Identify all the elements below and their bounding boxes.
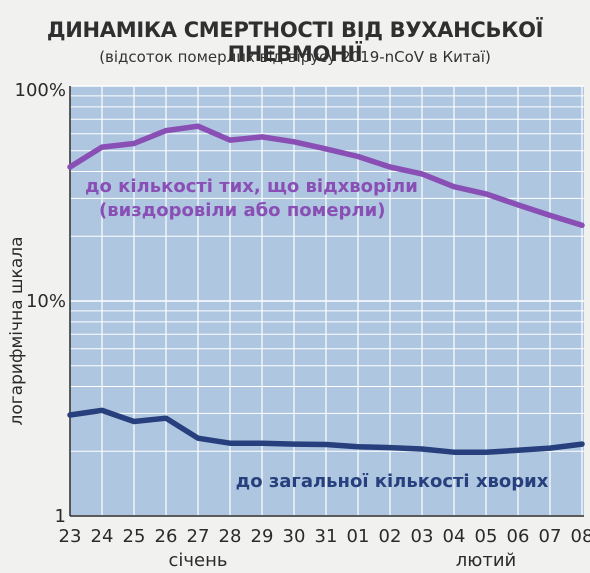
x-tick-label: 01 [347, 526, 370, 547]
x-tick-label: 06 [507, 526, 530, 547]
series-label-1: до кількості тих, що відхворіли [85, 176, 418, 197]
x-tick-label: 25 [123, 526, 146, 547]
x-tick-label: 28 [219, 526, 242, 547]
chart-subtitle: (відсоток померлих від вірусу 2019-nCoV … [99, 48, 491, 66]
x-tick-label: 30 [283, 526, 306, 547]
chart-title: ДИНАМІКА СМЕРТНОСТІ ВІД ВУХАНСЬКОЇ ПНЕВМ… [46, 18, 544, 66]
x-tick-label: 05 [475, 526, 498, 547]
y-tick-label: 1 [55, 506, 66, 527]
x-tick-label: 23 [59, 526, 82, 547]
series-label-2: до загальної кількості хворих [236, 471, 549, 492]
series-label-1: (виздоровіли або померли) [99, 200, 385, 221]
x-tick-label: 31 [315, 526, 338, 547]
month-label: січень [169, 550, 228, 571]
series-line-2 [67, 407, 585, 455]
series-line-1 [67, 123, 585, 229]
y-tick-label: 10% [26, 291, 66, 312]
x-tick-label: 24 [91, 526, 114, 547]
x-tick-label: 29 [251, 526, 274, 547]
x-tick-label: 27 [187, 526, 210, 547]
y-axis-label: логарифмічна шкала [7, 236, 27, 425]
x-tick-label: 08 [571, 526, 590, 547]
x-tick-label: 03 [411, 526, 434, 547]
y-tick-label: 100% [15, 80, 66, 101]
x-tick-label: 02 [379, 526, 402, 547]
x-tick-label: 04 [443, 526, 466, 547]
x-tick-label: 07 [539, 526, 562, 547]
x-tick-label: 26 [155, 526, 178, 547]
month-label: лютий [456, 550, 517, 571]
